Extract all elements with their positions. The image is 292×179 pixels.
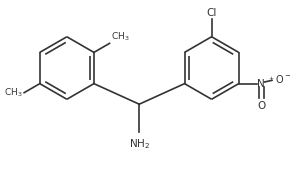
Text: CH$_3$: CH$_3$ bbox=[111, 30, 130, 43]
Text: O: O bbox=[257, 101, 265, 111]
Text: $^+$: $^+$ bbox=[267, 76, 275, 85]
Text: O$^-$: O$^-$ bbox=[275, 73, 291, 85]
Text: NH$_2$: NH$_2$ bbox=[129, 137, 150, 151]
Text: Cl: Cl bbox=[206, 8, 217, 18]
Text: CH$_3$: CH$_3$ bbox=[4, 86, 22, 99]
Text: N: N bbox=[258, 79, 265, 89]
